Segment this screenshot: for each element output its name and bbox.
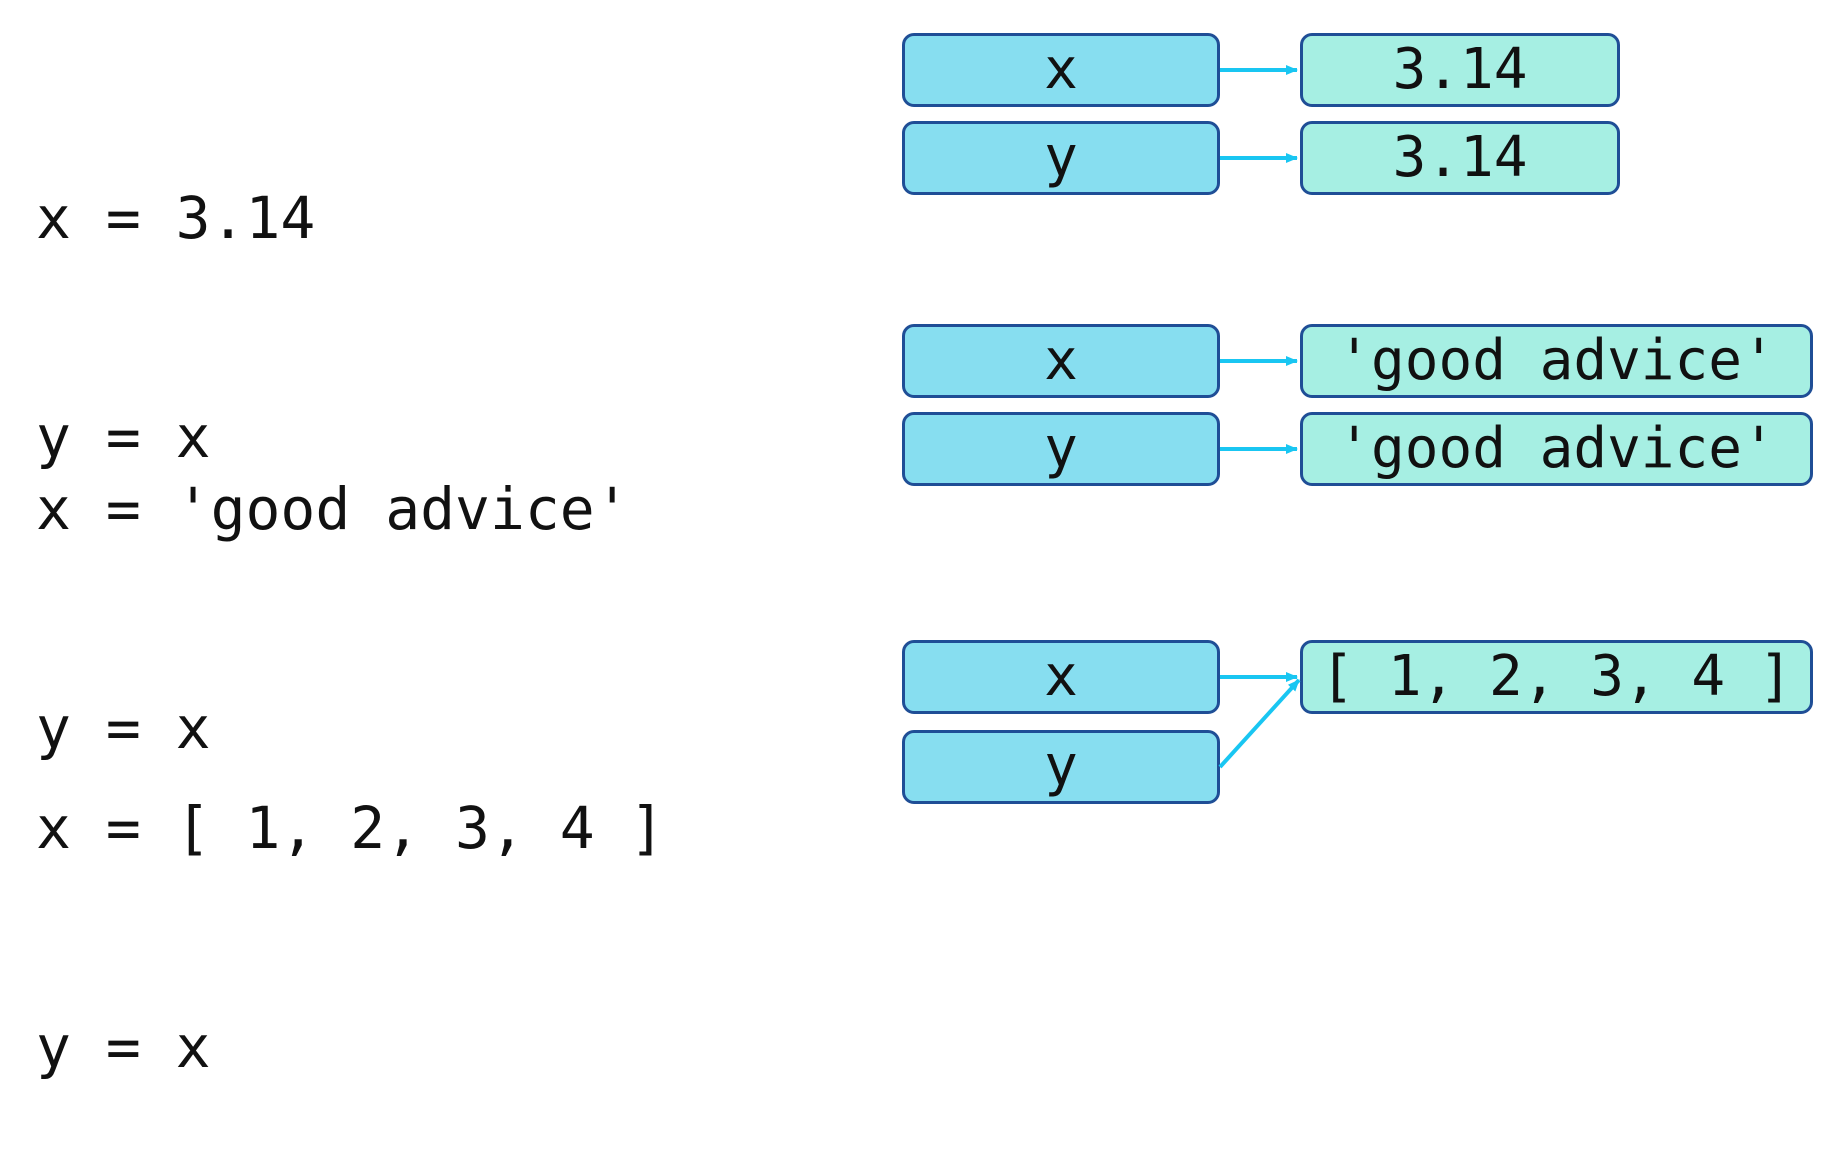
variable-box-x-2: x xyxy=(902,324,1220,398)
value-box-2a: 'good advice' xyxy=(1300,324,1813,398)
value-box-2b: 'good advice' xyxy=(1300,412,1813,486)
value-box-1a: 3.14 xyxy=(1300,33,1620,107)
variable-box-y-2: y xyxy=(902,412,1220,486)
variable-box-y-1: y xyxy=(902,121,1220,195)
value-box-3-shared: [ 1, 2, 3, 4 ] xyxy=(1300,640,1813,714)
code-block-3: x = [ 1, 2, 3, 4 ] y = x xyxy=(36,646,665,1157)
value-box-1b: 3.14 xyxy=(1300,121,1620,195)
arrow-y-to-shared-value-3 xyxy=(1220,680,1299,767)
code-line: x = 'good advice' xyxy=(36,473,630,546)
variable-box-y-3: y xyxy=(902,730,1220,804)
variable-box-x-3: x xyxy=(902,640,1220,714)
variable-box-x-1: x xyxy=(902,33,1220,107)
code-line: x = 3.14 xyxy=(36,182,315,255)
code-line: x = [ 1, 2, 3, 4 ] xyxy=(36,792,665,865)
code-line: y = x xyxy=(36,1011,665,1084)
